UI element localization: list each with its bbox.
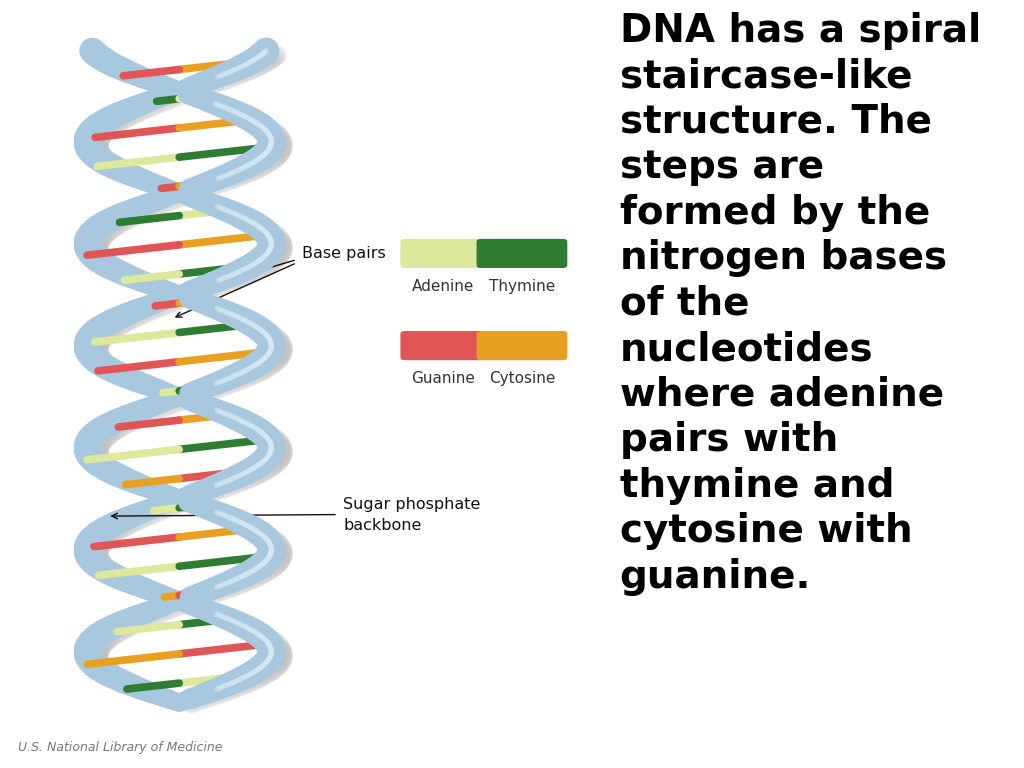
Text: Cytosine: Cytosine xyxy=(488,371,555,386)
Text: DNA has a spiral
staircase-like
structure. The
steps are
formed by the
nitrogen : DNA has a spiral staircase-like structur… xyxy=(620,12,981,595)
Text: Sugar phosphate
backbone: Sugar phosphate backbone xyxy=(343,497,480,532)
Text: Adenine: Adenine xyxy=(412,279,474,294)
Text: Base pairs: Base pairs xyxy=(302,246,386,261)
Text: U.S. National Library of Medicine: U.S. National Library of Medicine xyxy=(18,741,223,754)
FancyBboxPatch shape xyxy=(400,239,484,268)
Text: Guanine: Guanine xyxy=(411,371,474,386)
FancyBboxPatch shape xyxy=(476,331,567,360)
FancyBboxPatch shape xyxy=(400,331,484,360)
Text: Thymine: Thymine xyxy=(488,279,555,294)
FancyBboxPatch shape xyxy=(476,239,567,268)
